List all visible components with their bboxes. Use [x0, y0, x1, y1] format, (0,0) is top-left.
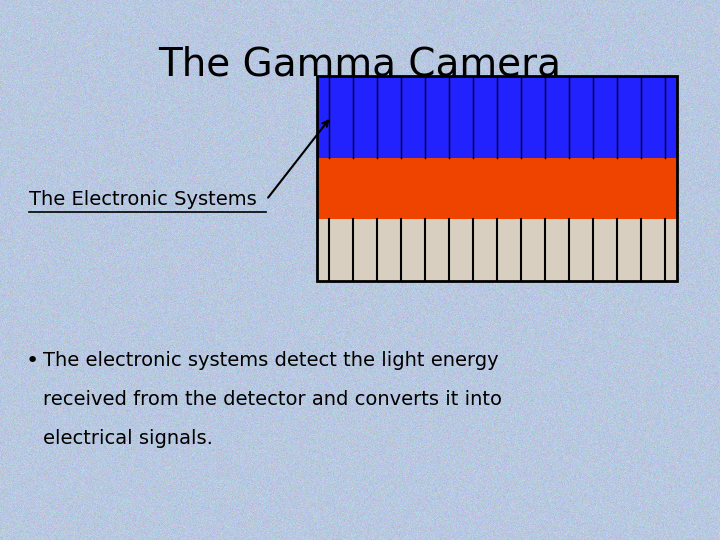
Text: The electronic systems detect the light energy: The electronic systems detect the light … — [43, 351, 499, 370]
Text: received from the detector and converts it into: received from the detector and converts … — [43, 390, 503, 409]
Text: The Gamma Camera: The Gamma Camera — [158, 46, 562, 84]
Bar — [317, 158, 677, 219]
Bar — [317, 76, 677, 281]
Text: electrical signals.: electrical signals. — [43, 429, 213, 448]
Bar — [317, 76, 677, 158]
Text: The Electronic Systems: The Electronic Systems — [29, 190, 256, 210]
Text: •: • — [25, 351, 38, 371]
Bar — [317, 219, 677, 281]
